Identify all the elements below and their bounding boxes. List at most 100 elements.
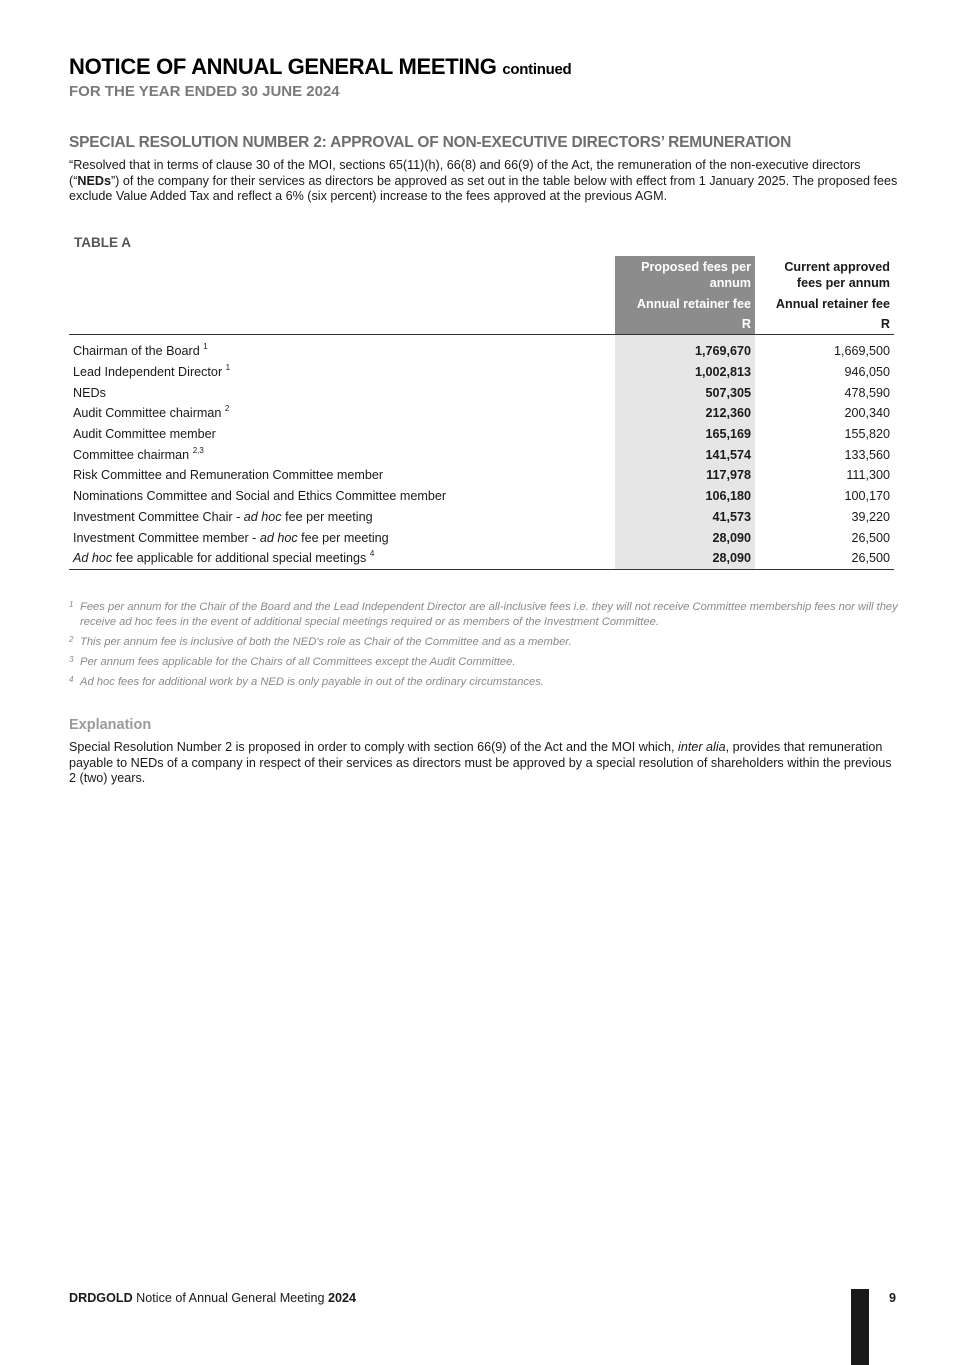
footer-text: DRDGOLD Notice of Annual General Meeting… <box>69 1291 356 1305</box>
page-title: NOTICE OF ANNUAL GENERAL MEETING continu… <box>69 54 572 80</box>
row-label: Audit Committee member <box>69 424 615 445</box>
page-number: 9 <box>889 1291 897 1305</box>
title-text: NOTICE OF ANNUAL GENERAL MEETING <box>69 54 497 79</box>
label-text: Committee chairman <box>73 447 190 462</box>
label-end: fee per meeting <box>297 530 389 545</box>
footnote-number: 3 <box>69 655 74 664</box>
footer-brand: DRDGOLD <box>69 1291 133 1305</box>
explanation-text-2: , provides that remuneration payable to … <box>69 740 892 785</box>
table-row: Investment Committee member - ad hoc fee… <box>69 527 894 548</box>
current-fee: 133,560 <box>844 447 890 462</box>
table-label: TABLE A <box>74 235 131 250</box>
label-text: Investment Committee Chair - <box>73 509 244 524</box>
proposed-fee: 41,573 <box>615 506 755 528</box>
label-text: Audit Committee member <box>73 427 216 442</box>
row-label: Investment Committee member - ad hoc fee… <box>69 527 615 548</box>
fees-table: Proposed fees per annum Current approved… <box>69 256 894 570</box>
header-proposed: Proposed fees per annum <box>615 256 755 297</box>
label-italic: ad hoc <box>259 530 298 545</box>
current-fee: 26,500 <box>851 530 890 545</box>
label-text: Nominations Committee and Social and Eth… <box>73 489 447 504</box>
row-label: Investment Committee Chair - ad hoc fee … <box>69 507 615 528</box>
table-row: Risk Committee and Remuneration Committe… <box>69 465 894 486</box>
header-blank <box>69 256 615 297</box>
explanation-text-italic: inter alia <box>678 740 726 754</box>
label-text: Investment Committee member - <box>73 530 260 545</box>
unit-current: R <box>755 316 894 335</box>
current-fee: 946,050 <box>844 365 890 380</box>
row-label: NEDs <box>69 382 615 403</box>
table-row: Lead Independent Director 1 1,002,813 946,… <box>69 361 894 383</box>
footnote-ref: 2 <box>224 404 230 414</box>
label-text: Chairman of the Board <box>73 344 200 359</box>
label-text: NEDs <box>73 385 106 400</box>
row-label: Nominations Committee and Social and Eth… <box>69 486 615 507</box>
footnote-number: 2 <box>69 635 74 644</box>
current-fee: 1,669,500 <box>833 344 890 359</box>
table-row: Nominations Committee and Social and Eth… <box>69 485 894 507</box>
label-text: Lead Independent Director <box>73 365 223 380</box>
title-suffix: continued <box>502 61 572 78</box>
proposed-fee: 28,090 <box>615 527 755 548</box>
table-row: Investment Committee Chair - ad hoc fee … <box>69 506 894 528</box>
row-label: Chairman of the Board 1 <box>69 335 615 362</box>
footnote-text: Fees per annum for the Chair of the Boar… <box>80 601 898 628</box>
proposed-fee: 117,978 <box>615 465 755 486</box>
subheader-current: Annual retainer fee <box>775 297 890 311</box>
proposed-fee: 28,090 <box>615 547 755 570</box>
footnote-number: 4 <box>69 675 74 684</box>
footnote-ref: 4 <box>369 549 375 559</box>
current-fee: 39,220 <box>851 509 890 524</box>
proposed-fee: 1,769,670 <box>615 334 755 362</box>
current-fee: 200,340 <box>844 406 890 421</box>
resolution-heading: SPECIAL RESOLUTION NUMBER 2: APPROVAL OF… <box>69 134 792 151</box>
resolution-text-2: ”) of the company for their services as … <box>69 173 898 204</box>
explanation-heading: Explanation <box>69 717 152 733</box>
header-current: Current approved fees per annum <box>784 260 890 290</box>
proposed-fee: 141,574 <box>615 444 755 466</box>
table-row: Audit Committee member 165,169 155,820 <box>69 423 894 445</box>
current-fee: 111,300 <box>846 468 890 483</box>
row-label: Committee chairman 2,3 <box>69 444 615 465</box>
explanation-body: Special Resolution Number 2 is proposed … <box>69 740 899 787</box>
footnote-text: Ad hoc fees for additional work by a NED… <box>80 676 544 688</box>
header-blank <box>69 316 615 335</box>
table-row: Ad hoc fee applicable for additional spe… <box>69 547 894 570</box>
current-fee: 100,170 <box>844 489 890 504</box>
table-row: NEDs 507,305 478,590 <box>69 382 894 404</box>
footnote: 1 Fees per annum for the Chair of the Boa… <box>69 600 899 630</box>
row-label: Lead Independent Director 1 <box>69 362 615 383</box>
header-blank <box>69 297 615 317</box>
page-subtitle: FOR THE YEAR ENDED 30 JUNE 2024 <box>69 83 340 100</box>
label-end: fee per meeting <box>281 509 373 524</box>
unit-proposed: R <box>615 316 755 335</box>
footnote: 4 Ad hoc fees for additional work by a NE… <box>69 675 899 690</box>
label-text: Risk Committee and Remuneration Committe… <box>73 468 384 483</box>
label-text: fee applicable for additional special me… <box>112 551 367 566</box>
resolution-text-1: “Resolved that in terms of clause 30 of … <box>69 158 861 188</box>
footnote-ref: 1 <box>225 363 231 373</box>
current-fee: 155,820 <box>844 427 890 442</box>
proposed-fee: 106,180 <box>615 485 755 507</box>
table-row: Committee chairman 2,3 141,574 133,560 <box>69 444 894 466</box>
footnote-ref: 1 <box>203 342 208 352</box>
table-row: Audit Committee chairman 2 212,360 200,340 <box>69 403 894 424</box>
footer-doc-title: Notice of Annual General Meeting <box>132 1291 328 1305</box>
subheader-proposed: Annual retainer fee <box>615 297 755 317</box>
footnote: 2 This per annum fee is inclusive of both… <box>69 635 899 650</box>
footnote-ref: 2,3 <box>192 445 204 455</box>
footnote-number: 1 <box>69 600 74 609</box>
footnote: 3 Per annum fees applicable for the Chair… <box>69 655 899 670</box>
footnotes: 1 Fees per annum for the Chair of the Boa… <box>69 600 899 695</box>
proposed-fee: 165,169 <box>615 423 755 445</box>
current-fee: 26,500 <box>755 547 894 570</box>
footnote-text: Per annum fees applicable for the Chairs… <box>80 656 516 668</box>
current-fee: 478,590 <box>844 385 890 400</box>
footer-year: 2024 <box>328 1291 357 1305</box>
proposed-fee: 507,305 <box>615 382 755 404</box>
label-text: Audit Committee chairman <box>73 406 222 421</box>
resolution-text-bold: NEDs <box>77 173 111 188</box>
label-italic-prefix: Ad hoc <box>73 551 113 566</box>
row-label: Risk Committee and Remuneration Committe… <box>69 465 615 486</box>
footnote-text: This per annum fee is inclusive of both … <box>80 636 572 648</box>
